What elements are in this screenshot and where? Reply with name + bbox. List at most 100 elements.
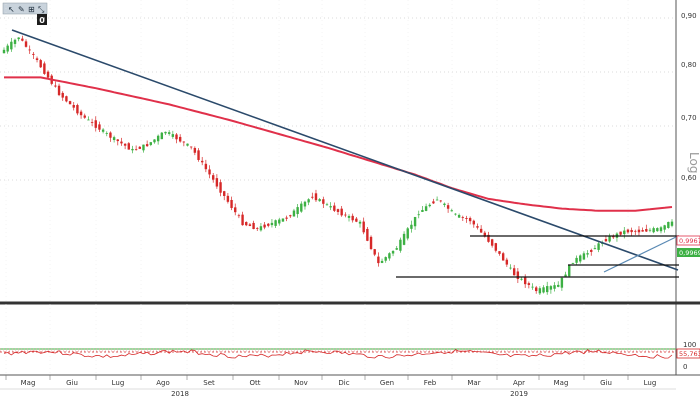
candle-body: [380, 260, 384, 263]
candle-body: [234, 207, 237, 213]
candle-body: [487, 234, 490, 242]
month-label: Mar: [467, 379, 480, 387]
candle-body: [432, 201, 435, 204]
oscillator-line: [3, 349, 673, 359]
candle-body: [384, 257, 387, 261]
candle-body: [21, 38, 24, 41]
candle-body: [178, 136, 182, 142]
toolbar-badge: 0: [39, 16, 45, 25]
candle-body: [512, 268, 516, 276]
candle-body: [83, 115, 86, 118]
candle-body: [402, 233, 406, 245]
candle-body: [670, 221, 674, 226]
candle-body: [193, 147, 197, 153]
candle-body: [68, 101, 72, 105]
candle-body: [656, 228, 659, 232]
candle-body: [406, 228, 409, 239]
candle-body: [648, 229, 652, 231]
candle-body: [468, 218, 472, 222]
candle-body: [351, 215, 354, 221]
candle-body: [626, 229, 630, 233]
candle-body: [65, 96, 68, 102]
month-label: Mag: [21, 379, 36, 387]
time-axis: Mag Giu Lug Ago Set Ott Nov Dic Gen Feb Mar Apr Mag G…: [0, 375, 676, 398]
grid-icon[interactable]: ⊞: [28, 5, 35, 14]
candle-body: [270, 222, 274, 226]
candle-body: [546, 286, 549, 293]
candle-body: [241, 214, 244, 226]
month-label: Gen: [380, 379, 394, 387]
candle-body: [443, 203, 446, 206]
candle-body: [149, 142, 153, 145]
candle-body: [619, 231, 622, 235]
chart-toolbar: ↖ ✎ ⊞ ⤡ 0: [2, 2, 48, 25]
candle-body: [175, 134, 178, 140]
price-value-tag: [677, 248, 700, 257]
candle-body: [325, 204, 329, 206]
candle-body: [362, 221, 365, 233]
year-label: 2018: [171, 390, 189, 398]
candle-body: [534, 287, 538, 292]
oscillator-pane: 100 0 55,7635: [0, 341, 700, 371]
candle-body: [212, 175, 215, 180]
candle-body: [296, 207, 299, 215]
descending-trendline: [11, 29, 679, 271]
candle-body: [568, 265, 571, 277]
month-label: Giu: [600, 379, 612, 387]
candle-body: [13, 39, 17, 44]
candle-body: [39, 60, 42, 68]
candle-body: [667, 221, 670, 228]
oscillator-value-tag: [676, 348, 700, 359]
candle-body: [586, 253, 589, 255]
candle-body: [24, 41, 28, 47]
candle-body: [134, 149, 138, 151]
candle-body: [28, 49, 31, 51]
candle-body: [160, 132, 164, 140]
candle-body: [245, 222, 248, 226]
candle-body: [604, 239, 608, 242]
candle-body: [542, 287, 545, 293]
pencil-icon[interactable]: ✎: [18, 5, 25, 14]
candle-body: [461, 217, 464, 218]
candle-body: [263, 224, 266, 228]
candle-body: [417, 214, 420, 216]
candle-body: [164, 131, 167, 134]
candle-body: [336, 209, 340, 212]
candle-body: [46, 71, 50, 78]
candle-body: [94, 120, 97, 128]
cursor-tool-button[interactable]: ↖: [8, 5, 15, 14]
candle-body: [575, 257, 578, 263]
candle-body: [395, 248, 398, 250]
price-tick-label: 0,90: [681, 12, 697, 20]
candle-body: [608, 236, 611, 242]
candle-body: [340, 208, 343, 216]
price-tick-label: 0,60: [681, 174, 697, 182]
candle-body: [358, 221, 362, 224]
candle-body: [167, 132, 171, 134]
candle-body: [267, 223, 270, 226]
candle-body: [252, 222, 255, 230]
candle-body: [523, 277, 527, 285]
candle-body: [237, 215, 241, 217]
candle-body: [109, 132, 112, 138]
month-label: Dic: [338, 379, 349, 387]
candle-body: [208, 169, 211, 175]
expand-icon[interactable]: ⤡: [38, 5, 45, 14]
candle-body: [505, 259, 509, 265]
candle-body: [116, 139, 119, 142]
month-label: Lug: [644, 379, 657, 387]
candle-body: [630, 229, 633, 233]
candle-body: [373, 249, 376, 255]
candle-body: [145, 144, 149, 147]
candle-body: [413, 216, 417, 227]
candle-body: [377, 256, 380, 264]
candle-body: [553, 285, 556, 289]
month-label: Apr: [513, 379, 525, 387]
candle-body: [76, 105, 79, 114]
month-label: Feb: [424, 379, 437, 387]
candle-body: [454, 213, 457, 215]
candle-body: [57, 85, 61, 96]
candle-body: [171, 134, 175, 137]
